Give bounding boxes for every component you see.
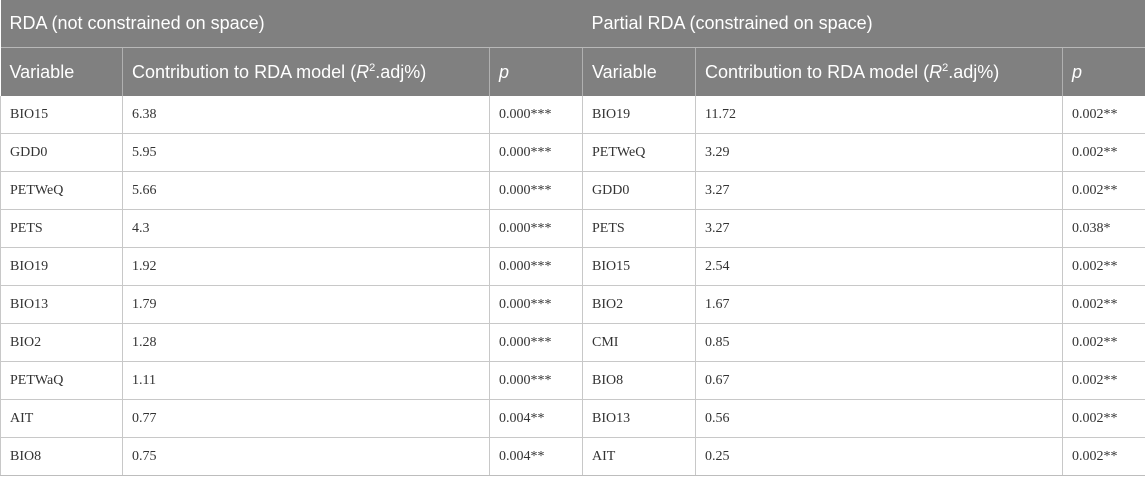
cell-p: 0.000*** — [489, 361, 583, 400]
table-body: BIO15 6.38 0.000*** BIO19 11.72 0.002** … — [0, 96, 1145, 476]
cell-p-partial: 0.002** — [1061, 437, 1145, 476]
cell-contribution-partial: 0.67 — [695, 361, 1063, 400]
col-header-contribution-partial: Contribution to RDA model (R2.adj%) — [695, 47, 1063, 96]
cell-variable: BIO8 — [0, 437, 123, 476]
r-squared: R2 — [356, 62, 375, 82]
cell-contribution: 4.3 — [122, 209, 490, 248]
cell-p: 0.000*** — [489, 247, 583, 286]
table-header: RDA (not constrained on space) Partial R… — [0, 0, 1145, 96]
cell-p-partial: 0.002** — [1061, 171, 1145, 210]
cell-variable-partial: PETWeQ — [582, 133, 696, 172]
cell-p-partial: 0.002** — [1061, 361, 1145, 400]
cell-p-partial: 0.002** — [1061, 323, 1145, 362]
cell-variable-partial: BIO13 — [582, 399, 696, 438]
cell-contribution: 1.28 — [122, 323, 490, 362]
cell-contribution-partial: 3.29 — [695, 133, 1063, 172]
cell-p: 0.000*** — [489, 285, 583, 324]
cell-contribution-partial: 0.25 — [695, 437, 1063, 476]
r-superscript: 2 — [369, 61, 376, 74]
cell-variable-partial: BIO8 — [582, 361, 696, 400]
cell-p: 0.004** — [489, 437, 583, 476]
cell-contribution: 6.38 — [122, 96, 490, 134]
r-superscript: 2 — [942, 61, 949, 74]
cell-contribution: 0.77 — [122, 399, 490, 438]
cell-contribution: 1.11 — [122, 361, 490, 400]
table-row: BIO15 6.38 0.000*** BIO19 11.72 0.002** — [0, 96, 1145, 134]
col-header-contribution: Contribution to RDA model (R2.adj%) — [122, 47, 490, 96]
contribution-suffix: .adj%) — [375, 61, 427, 82]
contribution-suffix: .adj%) — [948, 61, 1000, 82]
cell-contribution-partial: 11.72 — [695, 96, 1063, 134]
cell-variable: BIO13 — [0, 285, 123, 324]
table-row: BIO2 1.28 0.000*** CMI 0.85 0.002** — [0, 323, 1145, 362]
cell-variable: BIO15 — [0, 96, 123, 134]
table-row: PETS 4.3 0.000*** PETS 3.27 0.038* — [0, 209, 1145, 248]
cell-variable: AIT — [0, 399, 123, 438]
cell-p-partial: 0.002** — [1061, 285, 1145, 324]
cell-variable-partial: BIO15 — [582, 247, 696, 286]
cell-variable: PETS — [0, 209, 123, 248]
cell-variable: GDD0 — [0, 133, 123, 172]
table-row: BIO8 0.75 0.004** AIT 0.25 0.002** — [0, 437, 1145, 476]
cell-contribution: 0.75 — [122, 437, 490, 476]
cell-variable-partial: BIO2 — [582, 285, 696, 324]
cell-contribution-partial: 3.27 — [695, 209, 1063, 248]
cell-contribution-partial: 0.56 — [695, 399, 1063, 438]
col-header-variable-partial: Variable — [582, 47, 696, 96]
cell-variable-partial: CMI — [582, 323, 696, 362]
cell-contribution-partial: 0.85 — [695, 323, 1063, 362]
contribution-prefix: Contribution to RDA model ( — [132, 61, 357, 82]
col-header-variable: Variable — [0, 47, 123, 96]
cell-variable: BIO19 — [0, 247, 123, 286]
col-header-p-partial: p — [1061, 47, 1145, 96]
contribution-prefix: Contribution to RDA model ( — [705, 61, 930, 82]
cell-p: 0.000*** — [489, 96, 583, 134]
cell-p: 0.004** — [489, 399, 583, 438]
table-row: GDD0 5.95 0.000*** PETWeQ 3.29 0.002** — [0, 133, 1145, 172]
column-header-row: Variable Contribution to RDA model (R2.a… — [0, 47, 1145, 96]
r-letter: R — [356, 61, 370, 82]
table-row: BIO13 1.79 0.000*** BIO2 1.67 0.002** — [0, 285, 1145, 324]
cell-contribution-partial: 1.67 — [695, 285, 1063, 324]
cell-variable-partial: GDD0 — [582, 171, 696, 210]
cell-p-partial: 0.002** — [1061, 133, 1145, 172]
group-header-partial-rda: Partial RDA (constrained on space) — [582, 0, 1145, 48]
table-row: PETWeQ 5.66 0.000*** GDD0 3.27 0.002** — [0, 171, 1145, 210]
table-row: AIT 0.77 0.004** BIO13 0.56 0.002** — [0, 399, 1145, 438]
cell-variable-partial: BIO19 — [582, 96, 696, 134]
cell-contribution-partial: 2.54 — [695, 247, 1063, 286]
cell-variable: PETWaQ — [0, 361, 123, 400]
cell-p-partial: 0.002** — [1061, 247, 1145, 286]
cell-contribution: 5.66 — [122, 171, 490, 210]
cell-variable: PETWeQ — [0, 171, 123, 210]
cell-p: 0.000*** — [489, 171, 583, 210]
cell-p: 0.000*** — [489, 209, 583, 248]
group-header-rda: RDA (not constrained on space) — [0, 0, 583, 48]
col-header-p: p — [489, 47, 583, 96]
cell-contribution-partial: 3.27 — [695, 171, 1063, 210]
cell-variable-partial: PETS — [582, 209, 696, 248]
group-header-row: RDA (not constrained on space) Partial R… — [0, 0, 1145, 48]
cell-p-partial: 0.002** — [1061, 96, 1145, 134]
r-letter: R — [929, 61, 943, 82]
table-row: BIO19 1.92 0.000*** BIO15 2.54 0.002** — [0, 247, 1145, 286]
r-squared: R2 — [929, 62, 948, 82]
cell-variable-partial: AIT — [582, 437, 696, 476]
cell-variable: BIO2 — [0, 323, 123, 362]
cell-contribution: 5.95 — [122, 133, 490, 172]
cell-p: 0.000*** — [489, 323, 583, 362]
cell-contribution: 1.79 — [122, 285, 490, 324]
cell-p-partial: 0.038* — [1061, 209, 1145, 248]
cell-p: 0.000*** — [489, 133, 583, 172]
table-row: PETWaQ 1.11 0.000*** BIO8 0.67 0.002** — [0, 361, 1145, 400]
cell-contribution: 1.92 — [122, 247, 490, 286]
cell-p-partial: 0.002** — [1061, 399, 1145, 438]
